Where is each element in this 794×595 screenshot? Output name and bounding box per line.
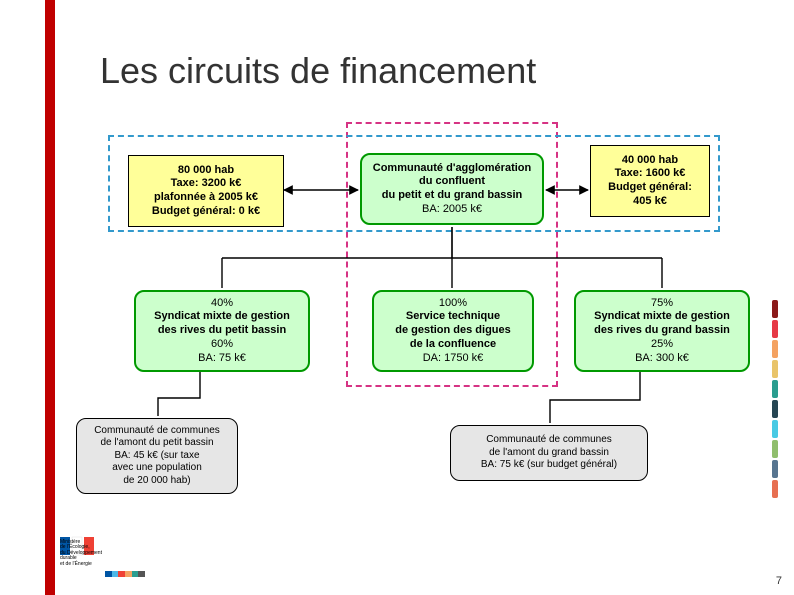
stripe bbox=[772, 360, 778, 378]
text: Taxe: 3200 k€ bbox=[137, 177, 275, 191]
box-top-left-yellow: 80 000 hab Taxe: 3200 k€ plafonnée à 200… bbox=[128, 155, 284, 227]
text: 75% bbox=[584, 297, 740, 311]
ministry-logo-text: Ministèrede l'Écologie,du Développementd… bbox=[60, 540, 102, 568]
logo-color-bars bbox=[105, 571, 145, 577]
text: Communauté de communes bbox=[85, 425, 229, 438]
text: Syndicat mixte de gestion bbox=[584, 310, 740, 324]
text: BA: 75 k€ (sur budget général) bbox=[459, 459, 639, 472]
page-number: 7 bbox=[776, 575, 782, 587]
box-top-center-green: Communauté d'agglomération du confluent … bbox=[360, 153, 544, 225]
text: 25% bbox=[584, 338, 740, 352]
text: 40 000 hab bbox=[599, 154, 701, 168]
text: plafonnée à 2005 k€ bbox=[137, 191, 275, 205]
stripe bbox=[772, 380, 778, 398]
text: des rives du grand bassin bbox=[584, 324, 740, 338]
text: de gestion des digues bbox=[382, 324, 524, 338]
stripe bbox=[772, 400, 778, 418]
stripe bbox=[772, 340, 778, 358]
side-color-stripes bbox=[772, 300, 778, 498]
text: 60% bbox=[144, 338, 300, 352]
text: de l'amont du petit bassin bbox=[85, 437, 229, 450]
text: BA: 75 k€ bbox=[144, 352, 300, 366]
text: 80 000 hab bbox=[137, 164, 275, 178]
text: du petit et du grand bassin bbox=[370, 189, 534, 203]
box-top-right-yellow: 40 000 hab Taxe: 1600 k€ Budget général:… bbox=[590, 145, 710, 217]
text: de 20 000 hab) bbox=[85, 475, 229, 488]
stripe bbox=[772, 480, 778, 498]
text: Syndicat mixte de gestion bbox=[144, 310, 300, 324]
text: DA: 1750 k€ bbox=[382, 352, 524, 366]
text: 405 k€ bbox=[599, 195, 701, 209]
box-mid-center-green: 100% Service technique de gestion des di… bbox=[372, 290, 534, 372]
text: de la confluence bbox=[382, 338, 524, 352]
red-vertical-bar bbox=[45, 0, 55, 595]
text: avec une population bbox=[85, 462, 229, 475]
text: de l'amont du grand bassin bbox=[459, 447, 639, 460]
text: Budget général: bbox=[599, 181, 701, 195]
box-bot-left-grey: Communauté de communes de l'amont du pet… bbox=[76, 418, 238, 494]
text: Service technique bbox=[382, 310, 524, 324]
text: Communauté de communes bbox=[459, 434, 639, 447]
box-mid-left-green: 40% Syndicat mixte de gestion des rives … bbox=[134, 290, 310, 372]
stripe bbox=[772, 300, 778, 318]
box-bot-right-grey: Communauté de communes de l'amont du gra… bbox=[450, 425, 648, 481]
stripe bbox=[772, 440, 778, 458]
stripe bbox=[772, 320, 778, 338]
stripe bbox=[772, 420, 778, 438]
box-mid-right-green: 75% Syndicat mixte de gestion des rives … bbox=[574, 290, 750, 372]
text: 100% bbox=[382, 297, 524, 311]
text: BA: 2005 k€ bbox=[370, 203, 534, 217]
text: BA: 300 k€ bbox=[584, 352, 740, 366]
text: des rives du petit bassin bbox=[144, 324, 300, 338]
text: 40% bbox=[144, 297, 300, 311]
stripe bbox=[772, 460, 778, 478]
text: Taxe: 1600 k€ bbox=[599, 167, 701, 181]
text: Budget général: 0 k€ bbox=[137, 205, 275, 219]
text: BA: 45 k€ (sur taxe bbox=[85, 450, 229, 463]
text: du confluent bbox=[370, 175, 534, 189]
text: Communauté d'agglomération bbox=[370, 162, 534, 176]
slide-title: Les circuits de financement bbox=[100, 50, 536, 92]
